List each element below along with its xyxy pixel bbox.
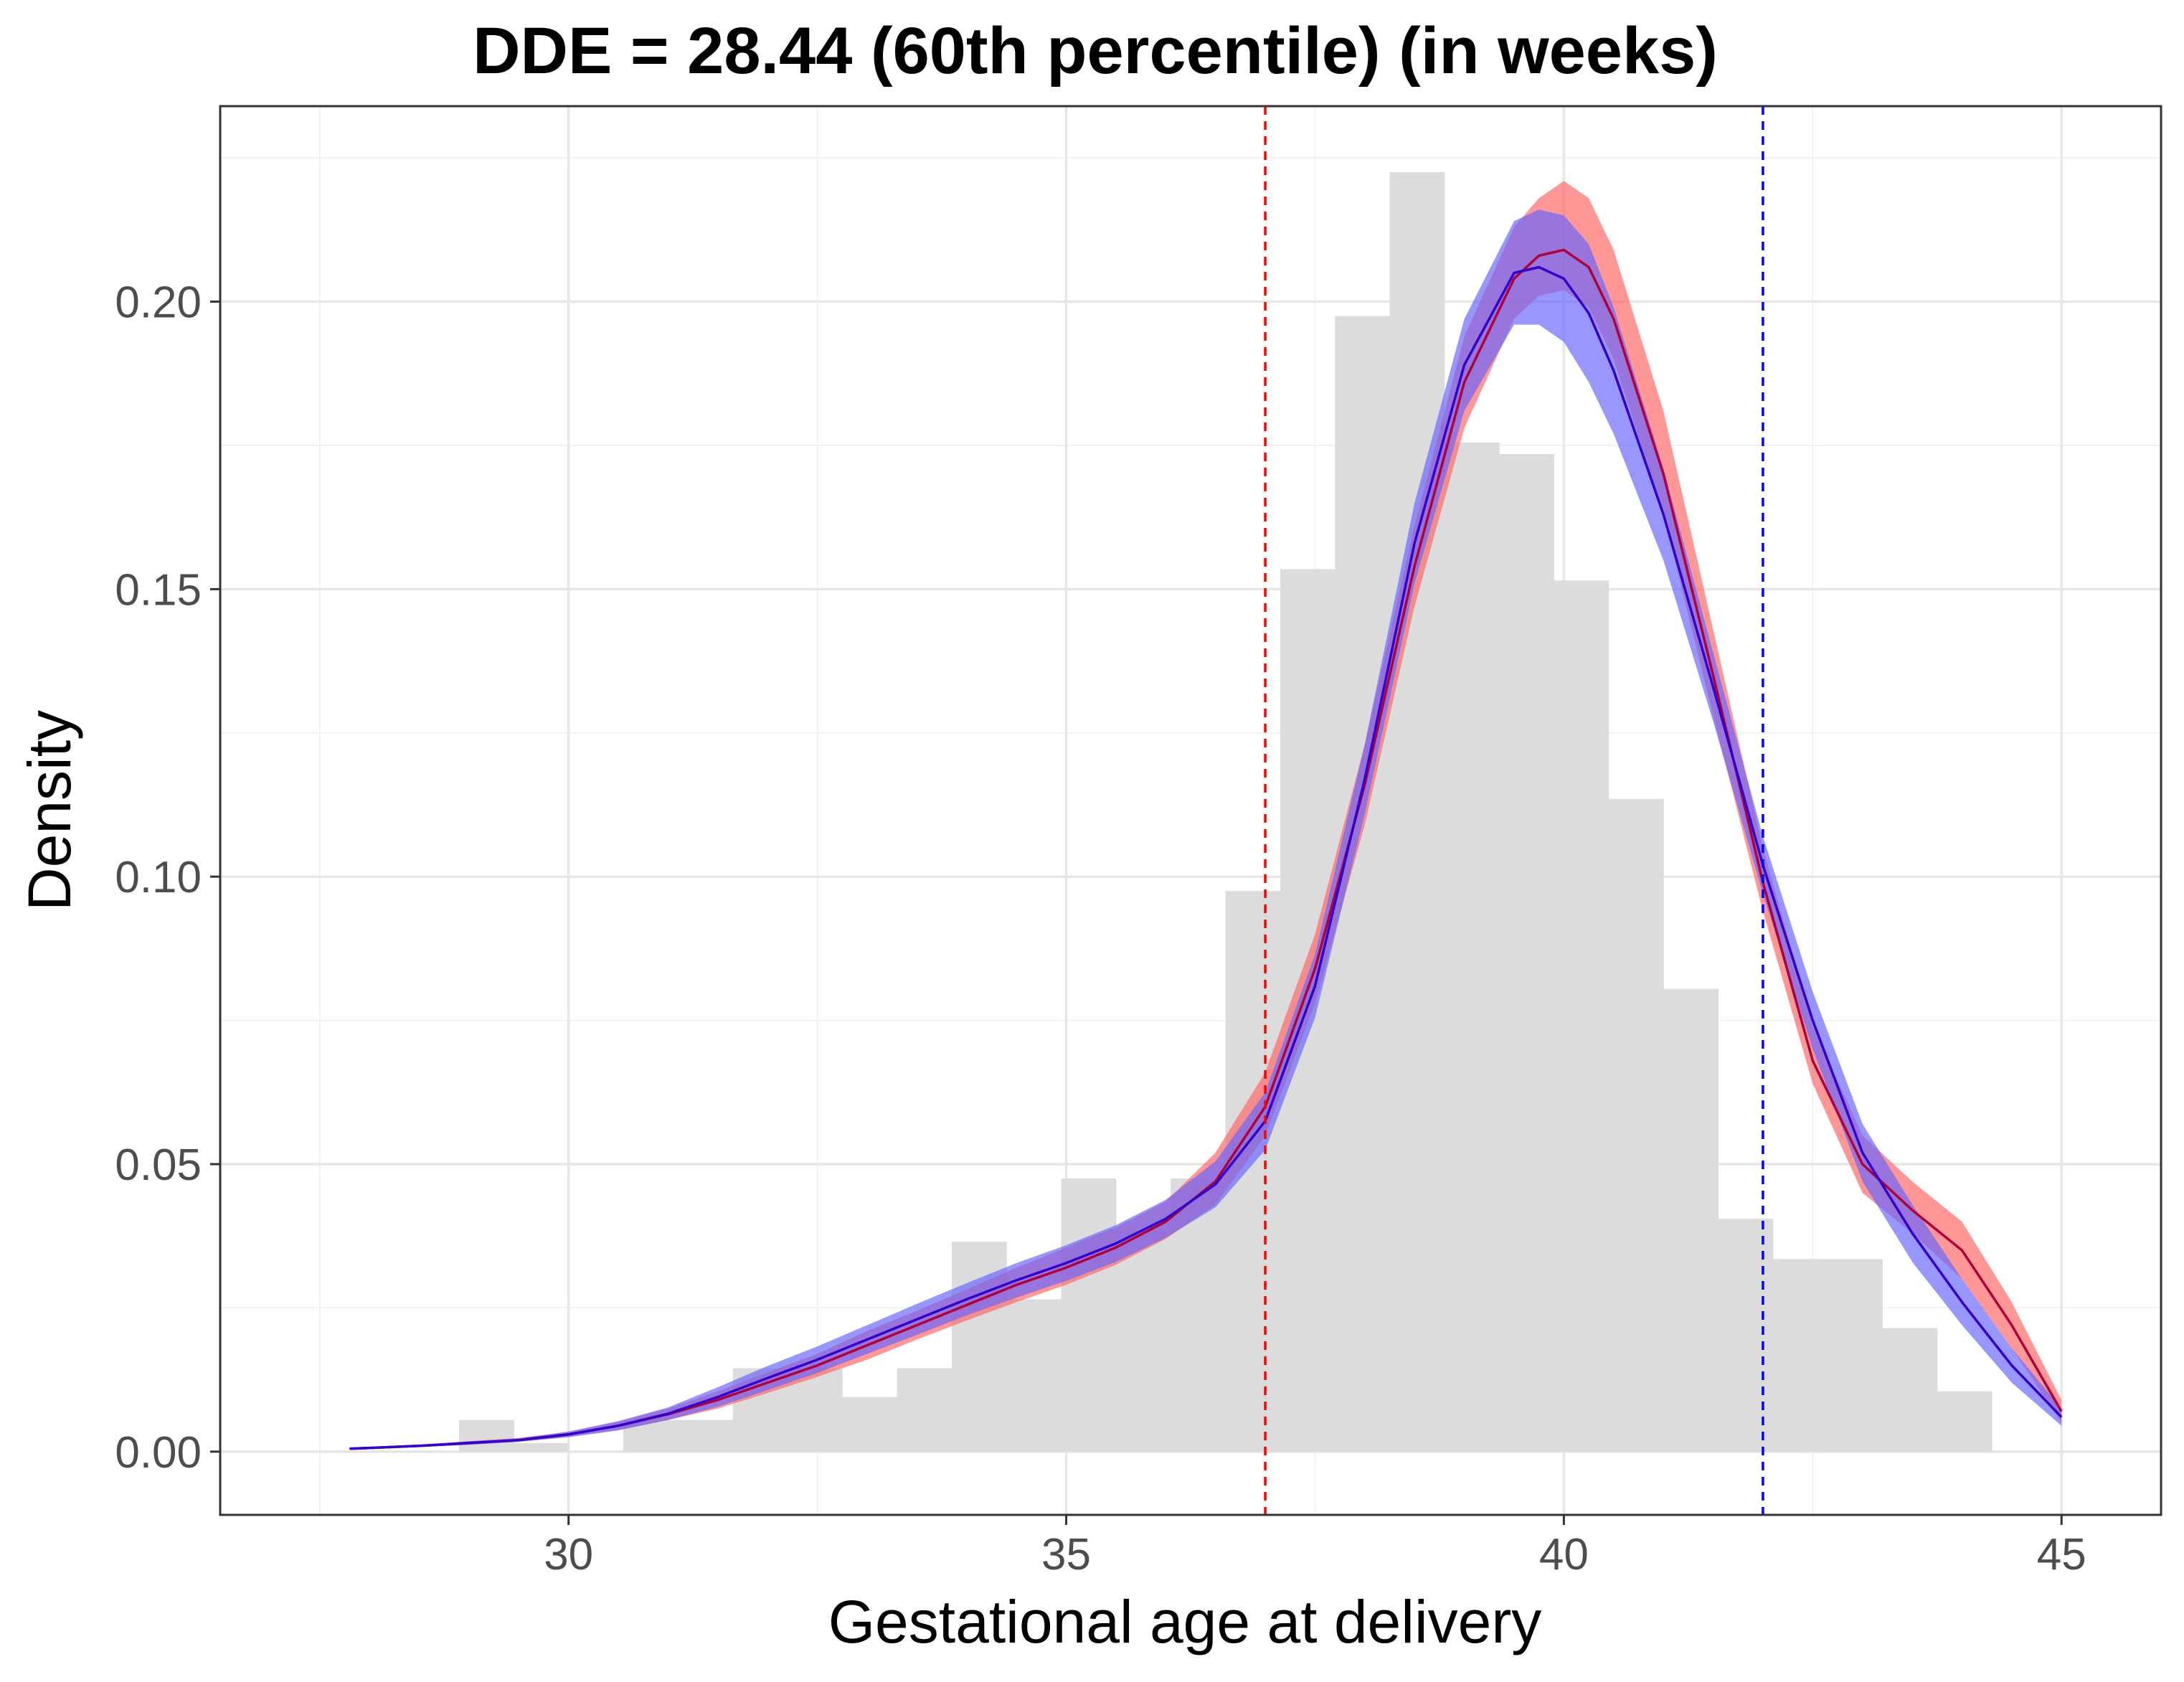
histogram-bar	[1389, 172, 1445, 1452]
histogram-bar	[842, 1397, 898, 1452]
y-tick-label: 0.00	[115, 1428, 202, 1478]
histogram-bar	[1718, 1219, 1774, 1452]
histogram-bar	[1499, 453, 1555, 1452]
panel-border	[219, 105, 2162, 1516]
confidence-bands	[349, 181, 2062, 1450]
histogram-bar	[1006, 1299, 1062, 1452]
histogram-bar	[897, 1368, 952, 1452]
x-tick-label: 35	[1041, 1530, 1091, 1579]
histogram-bar	[1115, 1230, 1171, 1452]
histogram-bar	[1828, 1259, 1883, 1452]
histogram-bar	[1772, 1259, 1828, 1452]
axis-ticks: 30 35 40 45 0.00 0.05 0.10 0.15 0.20	[115, 278, 2086, 1579]
histogram-bar	[1663, 988, 1719, 1452]
histogram-bar	[459, 1419, 514, 1452]
histogram-bar	[1061, 1178, 1117, 1452]
histogram-bar	[678, 1419, 734, 1452]
y-tick-label: 0.20	[115, 278, 202, 328]
x-tick-label: 45	[2037, 1530, 2086, 1579]
x-tick-label: 30	[544, 1530, 593, 1579]
x-tick-label: 40	[1539, 1530, 1589, 1579]
histogram-bar	[1554, 580, 1609, 1452]
x-axis-label: Gestational age at delivery	[828, 1588, 1542, 1655]
histogram-bar	[1937, 1391, 1992, 1452]
histogram-bar	[1444, 442, 1500, 1452]
histogram-bar	[1882, 1328, 1938, 1452]
blue-confidence-band	[349, 209, 2062, 1450]
y-tick-label: 0.05	[115, 1140, 202, 1190]
y-axis-label: Density	[16, 710, 83, 911]
histogram-bar	[1608, 798, 1664, 1452]
chart-title: DDE = 28.44 (60th percentile) (in weeks)	[473, 14, 1718, 88]
histogram-bar	[514, 1442, 569, 1452]
y-tick-label: 0.15	[115, 565, 202, 615]
y-tick-label: 0.10	[115, 853, 202, 902]
